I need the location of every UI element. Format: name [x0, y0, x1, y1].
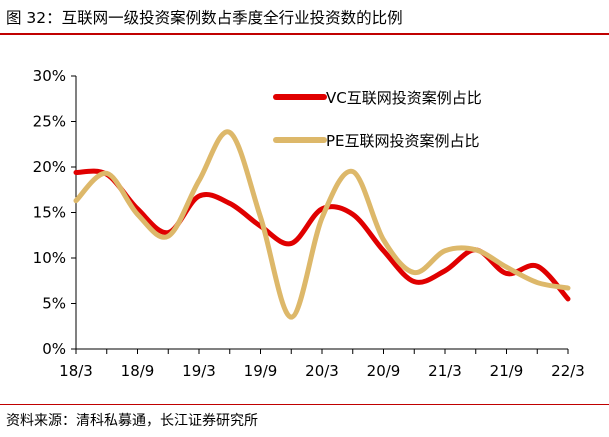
y-tick-label: 25%: [33, 113, 66, 131]
series-layer: [73, 129, 571, 320]
legend-label: PE互联网投资案例占比: [326, 132, 480, 150]
source-note: 资料来源：清科私募通，长江证券研究所: [6, 413, 258, 429]
chart-axes: 0% 5% 10% 15% 20% 25% 30% 18/3 18/9 19/3 19/9 20/3 2…: [33, 67, 585, 380]
x-tick-label: 18/9: [121, 362, 155, 380]
y-tick-label: 30%: [33, 67, 66, 85]
x-tick-label: 21/9: [490, 362, 524, 380]
x-tick-label: 20/9: [367, 362, 401, 380]
x-tick-label: 21/3: [428, 362, 462, 380]
source-divider: [0, 404, 609, 405]
x-tick-label: 22/3: [551, 362, 585, 380]
y-tick-label: 15%: [33, 204, 66, 222]
x-tick-label: 20/3: [305, 362, 339, 380]
y-tick-label: 0%: [42, 340, 66, 358]
vc-series-line: [73, 168, 571, 302]
x-tick-label: 19/3: [182, 362, 216, 380]
y-tick-label: 20%: [33, 158, 66, 176]
chart-legend: VC互联网投资案例占比 PE互联网投资案例占比: [273, 89, 482, 150]
legend-label: VC互联网投资案例占比: [326, 89, 482, 107]
x-tick-label: 19/9: [244, 362, 278, 380]
x-tick-label: 18/3: [59, 362, 93, 380]
y-tick-label: 10%: [33, 249, 66, 267]
y-tick-label: 5%: [42, 295, 66, 313]
figure-title: 图 32：互联网一级投资案例数占季度全行业投资数的比例: [6, 9, 403, 27]
title-divider: [0, 33, 609, 35]
pe-series-line: [73, 129, 571, 320]
